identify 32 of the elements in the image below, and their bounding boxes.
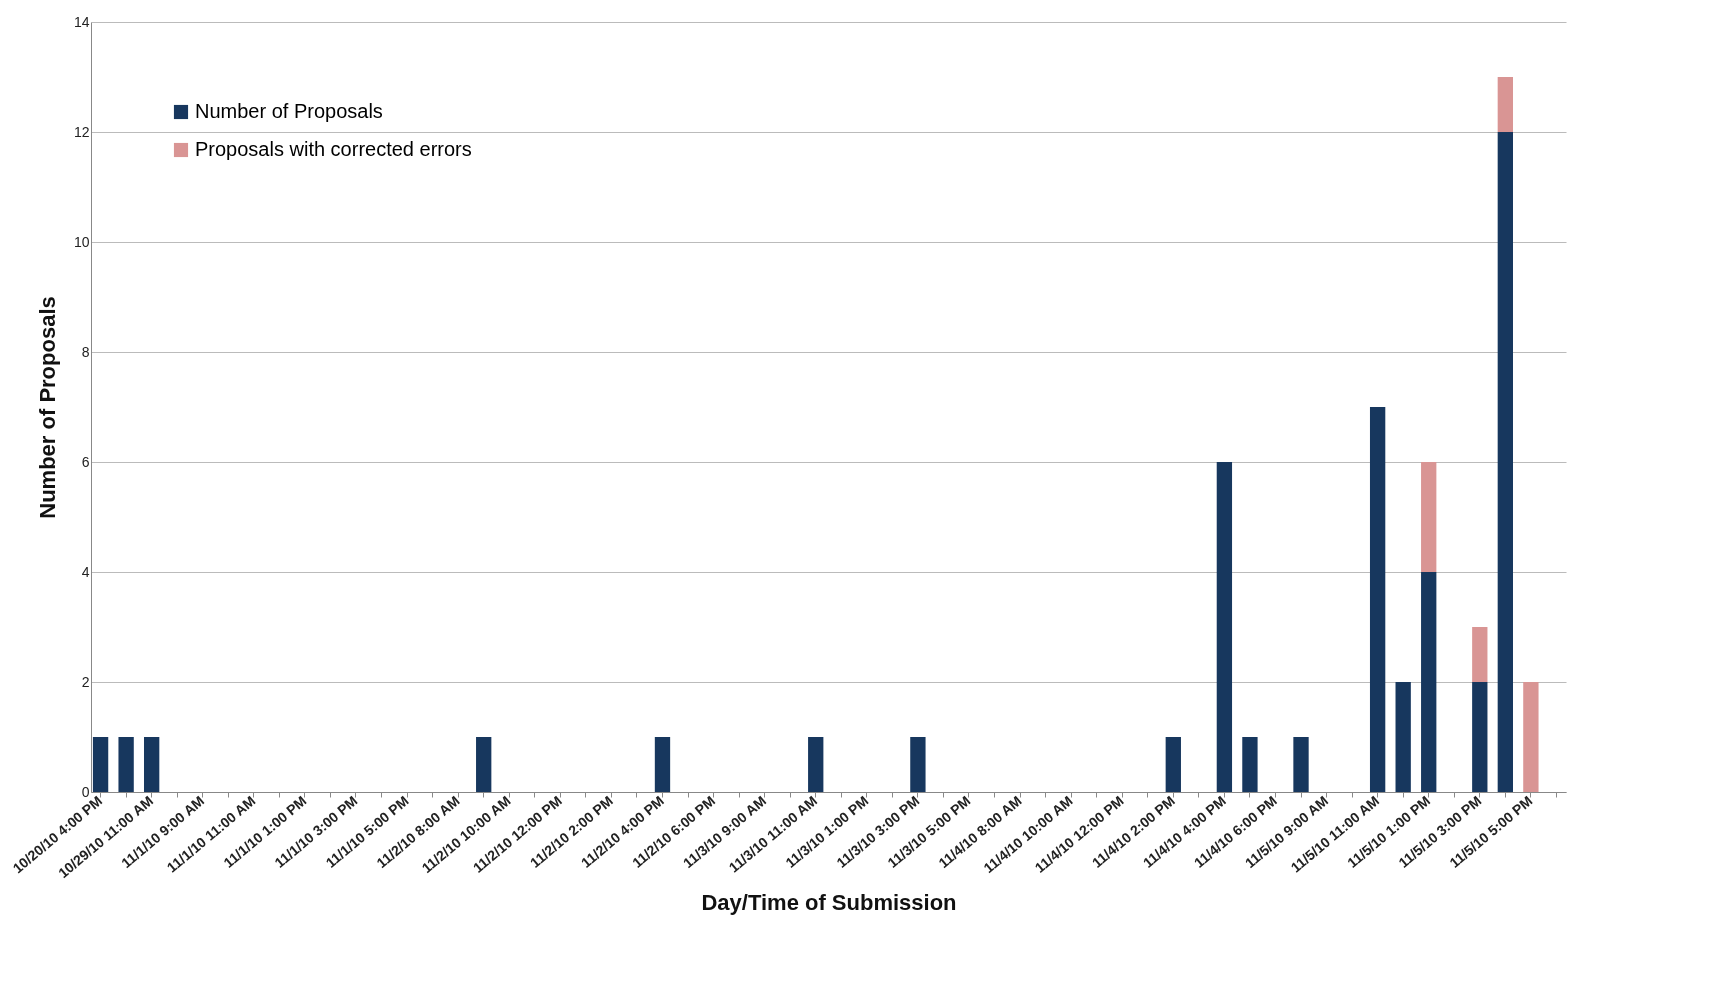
legend-label: Proposals with corrected errors (195, 138, 472, 160)
x-axis-title: Day/Time of Submission (701, 890, 957, 916)
y-tick-label: 4 (81, 563, 90, 580)
bar (144, 737, 160, 792)
y-tick-label: 0 (81, 783, 90, 800)
bar (1472, 682, 1488, 792)
y-tick-label: 8 (81, 343, 90, 360)
bar (1497, 77, 1513, 132)
bar (1395, 682, 1411, 792)
y-tick-label: 2 (81, 673, 90, 690)
y-tick-label: 14 (73, 13, 90, 30)
bar (1165, 737, 1181, 792)
bar (910, 737, 926, 792)
bar (654, 737, 671, 792)
bar (476, 737, 492, 792)
bar (808, 737, 824, 792)
y-tick-label: 12 (73, 123, 90, 140)
y-tick-label: 6 (81, 453, 90, 470)
bar (1421, 572, 1437, 792)
bar (1472, 627, 1488, 682)
bar (1216, 462, 1233, 792)
bar (1242, 737, 1258, 792)
bar (1369, 407, 1386, 792)
bar (118, 737, 134, 792)
bar (1421, 462, 1437, 572)
bar (1293, 737, 1309, 792)
bar (1497, 132, 1513, 792)
bar (92, 737, 109, 792)
bar (1523, 682, 1539, 792)
y-tick-label: 10 (73, 233, 90, 250)
legend-label: Number of Proposals (195, 100, 383, 122)
y-axis-title: Number of Proposals (34, 296, 60, 519)
